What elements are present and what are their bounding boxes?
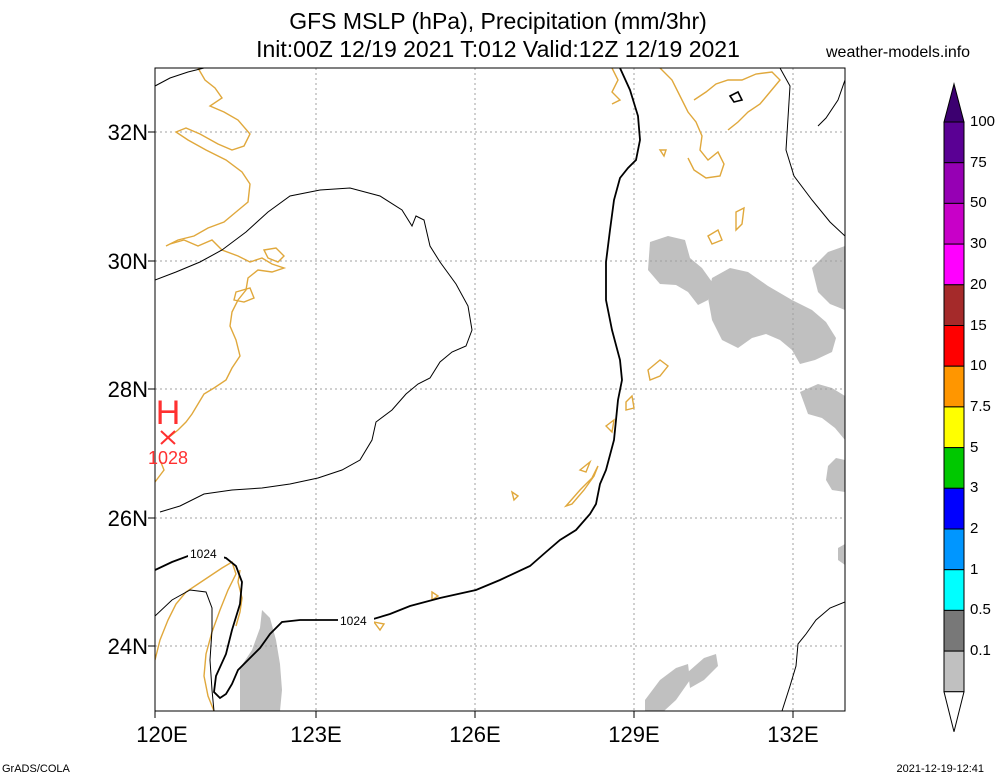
- precip-areas: [240, 236, 845, 711]
- high-pressure-marker-icon: [160, 430, 176, 445]
- colorbar-label: 3: [970, 479, 979, 497]
- isobars: [155, 68, 845, 711]
- lat-label-28n: 28N: [107, 377, 148, 402]
- coastlines: [155, 68, 781, 711]
- coastline-island-f: [431, 590, 440, 602]
- precip-area-east-3: [812, 246, 845, 310]
- coastline-china-mid: [167, 239, 287, 439]
- lon-label-129e: 129E: [608, 722, 660, 747]
- colorbar-label: 50: [970, 194, 987, 212]
- site-label: weather-models.info: [826, 44, 971, 61]
- colorbar-swatch: [943, 609, 965, 652]
- isobar-thin-east: [779, 68, 845, 237]
- colorbar-swatch: [943, 406, 965, 449]
- coastline-ryukyu-3: [578, 459, 592, 473]
- coastline-ryukyu-5: [625, 394, 635, 411]
- lat-label-32n: 32N: [107, 120, 148, 145]
- footer-timestamp: 2021-12-19-12:41: [896, 763, 984, 775]
- precip-area-south-taiwan: [240, 610, 282, 711]
- colorbar-label: 0.1: [970, 642, 991, 660]
- colorbar-swatch: [943, 162, 965, 204]
- coastline-ryukyu-4: [604, 418, 615, 434]
- chart-subtitle: Init:00Z 12/19 2021 T:012 Valid:12Z 12/1…: [256, 36, 740, 62]
- isobar-thin-southeast: [781, 601, 845, 711]
- coastline-island-e: [658, 149, 667, 158]
- colorbar-swatch: [943, 284, 965, 326]
- colorbar-swatch: [943, 569, 965, 611]
- high-pressure-symbol: H: [156, 394, 181, 432]
- isobar-thin-main: [155, 187, 473, 513]
- contour-label-1024-b: 1024: [340, 614, 367, 628]
- colorbar-label: 5: [970, 438, 979, 456]
- colorbar: [943, 82, 965, 732]
- coastline-island-d: [735, 206, 745, 232]
- colorbar-label: 75: [970, 153, 987, 171]
- grid-lines: [155, 68, 845, 711]
- coastline-ryukyu-6: [510, 490, 520, 502]
- coastline-china-south: [155, 459, 165, 483]
- precip-area-southeast-2: [688, 654, 718, 688]
- lon-label-132e: 132E: [767, 722, 819, 747]
- colorbar-label: 10: [970, 357, 987, 375]
- colorbar-swatch: [943, 202, 965, 245]
- lon-label-126e: 126E: [449, 722, 501, 747]
- colorbar-label: 0.5: [970, 601, 991, 619]
- lon-label-120e: 120E: [136, 722, 188, 747]
- lat-label-24n: 24N: [107, 634, 148, 659]
- precip-area-southeast-1: [645, 664, 690, 711]
- isobar-thin-east-2: [817, 79, 845, 127]
- isobar-thin-southwest: [155, 589, 215, 711]
- coastline-taiwan: [235, 569, 243, 627]
- high-pressure-value: 1028: [148, 448, 188, 468]
- coastline-ryukyu-2: [563, 465, 599, 508]
- chart-title: GFS MSLP (hPa), Precipitation (mm/3hr): [289, 8, 707, 34]
- isobar-closed-small: [728, 90, 744, 103]
- colorbar-swatch: [943, 121, 965, 164]
- coastline-island-b: [262, 247, 285, 263]
- colorbar-label: 2: [970, 520, 979, 537]
- coastline-island-g: [372, 620, 386, 632]
- precip-area-east-4: [800, 384, 845, 440]
- coastline-island-c: [707, 228, 723, 245]
- colorbar-label: 20: [970, 275, 987, 293]
- coastline-island-a: [233, 287, 255, 303]
- colorbar-label: 30: [970, 235, 987, 253]
- isobar-1024-bold: [155, 68, 641, 700]
- precip-area-east-5: [826, 458, 845, 492]
- contour-label-bg-1: [188, 546, 224, 560]
- coastline-ryukyu-1: [647, 359, 669, 381]
- coastline-japan-south: [693, 71, 781, 131]
- precip-area-east-1: [648, 236, 712, 305]
- colorbar-label: 100: [970, 113, 996, 130]
- contour-label-bg-2: [338, 613, 374, 627]
- colorbar-swatch: [943, 487, 965, 530]
- lon-label-123e: 123E: [290, 722, 342, 747]
- colorbar-bottom-arrow: [943, 691, 965, 732]
- colorbar-swatch: [943, 325, 965, 367]
- colorbar-swatch: [943, 365, 965, 408]
- colorbar-swatch: [943, 528, 965, 571]
- colorbar-label: 15: [970, 316, 987, 334]
- colorbar-label: 1: [970, 560, 979, 578]
- contour-label-1024-a: 1024: [190, 547, 217, 561]
- colorbar-top-arrow: [943, 82, 965, 123]
- coastline-china-southwest: [155, 560, 237, 711]
- footer-grads: GrADS/COLA: [2, 763, 70, 775]
- colorbar-swatch: [943, 650, 965, 693]
- precip-area-east-2: [708, 268, 836, 364]
- coastline-china-north: [165, 68, 251, 247]
- tick-marks: [148, 131, 794, 718]
- lat-label-26n: 26N: [107, 506, 148, 531]
- coastline-japan-kyushu: [659, 68, 725, 179]
- precip-area-east-6: [838, 544, 845, 565]
- isobar-thin-north: [155, 68, 205, 87]
- coastline-korea: [611, 68, 622, 105]
- colorbar-swatch: [943, 243, 965, 286]
- lat-label-30n: 30N: [107, 249, 148, 274]
- colorbar-label: 7.5: [970, 397, 991, 415]
- colorbar-swatch: [943, 447, 965, 489]
